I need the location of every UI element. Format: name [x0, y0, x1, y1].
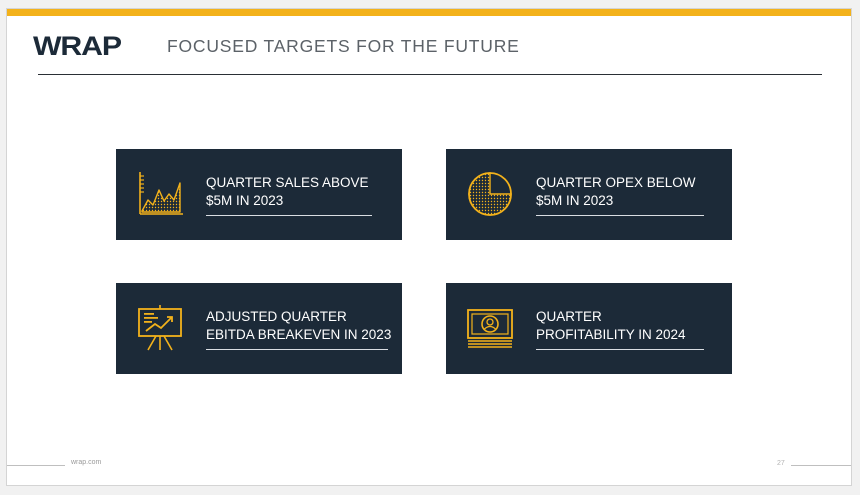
target-card-profitability: QUARTER PROFITABILITY IN 2024 — [446, 283, 732, 374]
footer-website: wrap.com — [71, 459, 102, 466]
top-accent-bar — [7, 9, 851, 16]
footer-rule-right — [791, 465, 851, 466]
target-card-text: QUARTER SALES ABOVE $5M IN 2023 — [206, 175, 369, 208]
slide-title: FOCUSED TARGETS FOR THE FUTURE — [167, 36, 520, 56]
target-card-opex: QUARTER OPEX BELOW $5M IN 2023 — [446, 149, 732, 240]
card-underline — [536, 349, 704, 350]
area-chart-icon — [139, 172, 183, 215]
target-card-sales: QUARTER SALES ABOVE $5M IN 2023 — [116, 149, 402, 240]
slide: WRAP FOCUSED TARGETS FOR THE FUTURE QUAR… — [6, 8, 852, 486]
target-card-text: QUARTER PROFITABILITY IN 2024 — [536, 309, 686, 342]
target-card-text: ADJUSTED QUARTER EBITDA BREAKEVEN IN 202… — [206, 309, 392, 342]
page-number: 27 — [777, 460, 785, 467]
card-underline — [206, 215, 372, 216]
presentation-board-icon — [138, 305, 182, 351]
card-underline — [536, 215, 704, 216]
card-underline — [206, 349, 388, 350]
title-divider — [38, 74, 822, 75]
footer-rule-left — [7, 465, 65, 466]
target-card-text: QUARTER OPEX BELOW $5M IN 2023 — [536, 175, 696, 208]
banknote-icon — [467, 309, 513, 348]
pie-chart-icon — [468, 172, 512, 216]
wrap-logo: WRAP — [33, 31, 122, 61]
target-card-ebitda: ADJUSTED QUARTER EBITDA BREAKEVEN IN 202… — [116, 283, 402, 374]
